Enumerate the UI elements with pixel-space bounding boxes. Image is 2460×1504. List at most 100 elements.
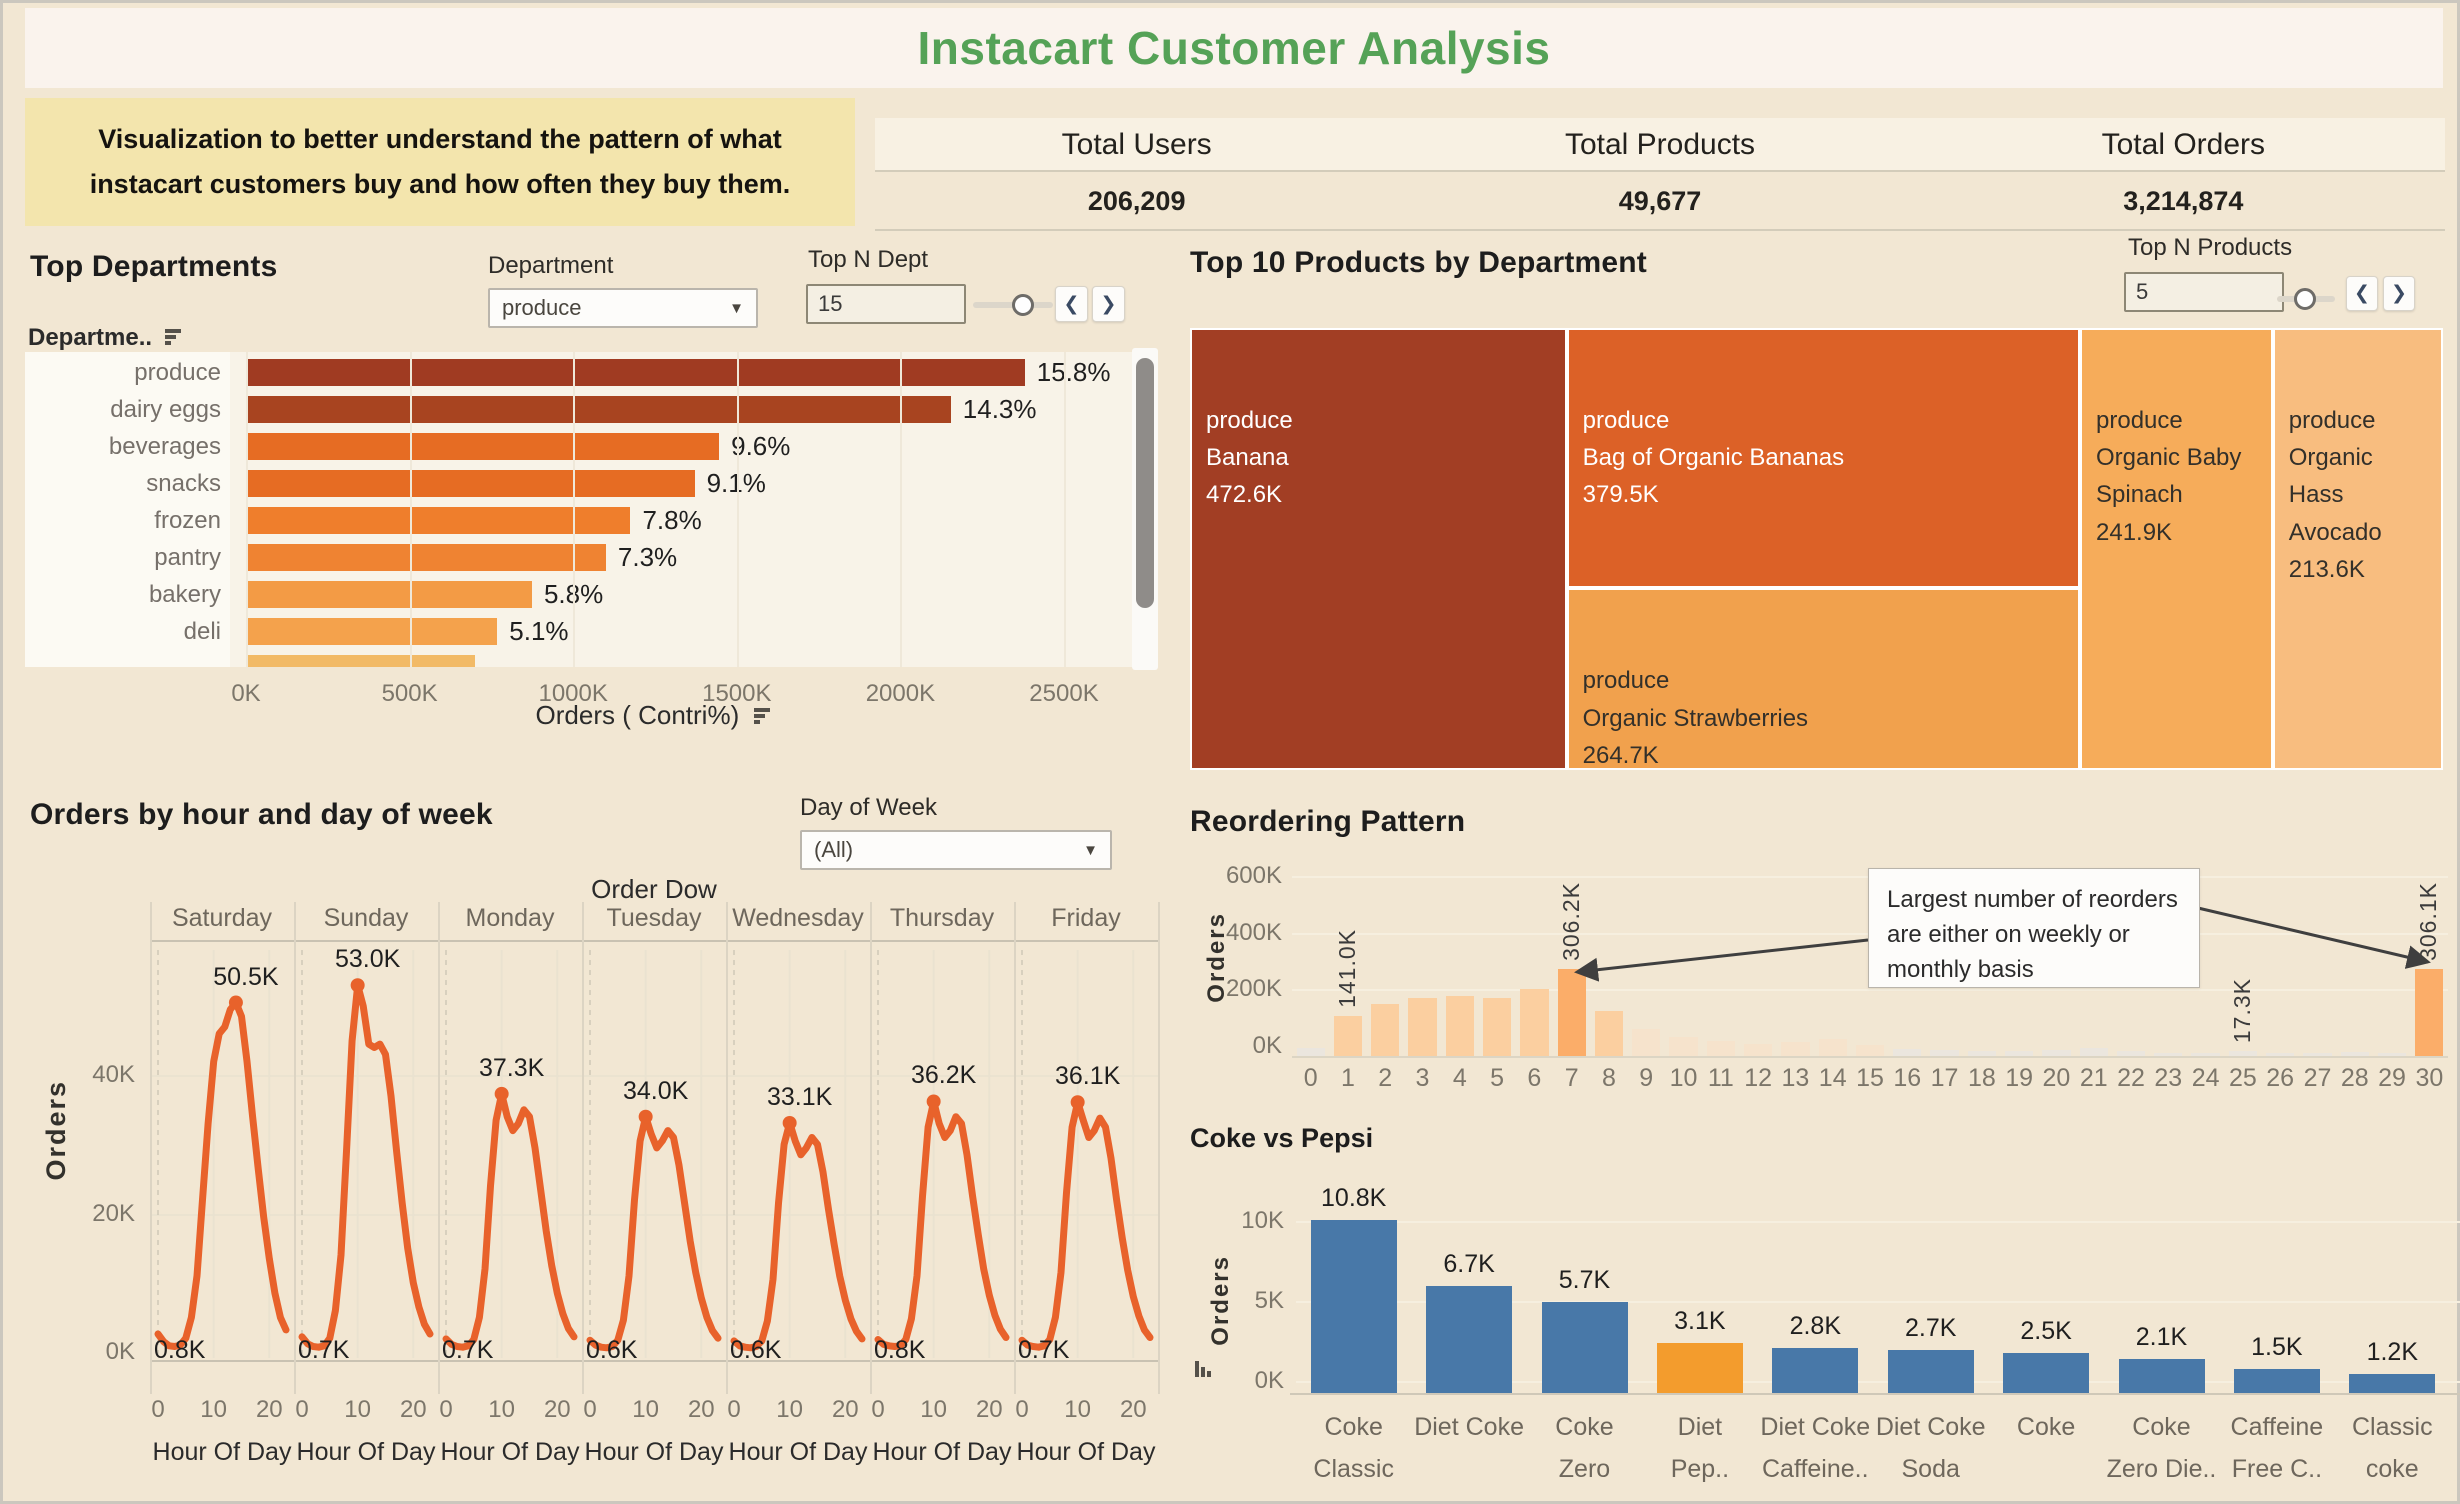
reorder-bar[interactable]	[1781, 1041, 1810, 1056]
reorder-bar[interactable]	[2266, 1053, 2295, 1056]
reorder-bar[interactable]	[1408, 997, 1437, 1056]
topn-products-decrement-button[interactable]: ❮	[2346, 276, 2378, 311]
reorder-bar[interactable]	[1557, 969, 1586, 1056]
dept-scrollbar-thumb[interactable]	[1136, 358, 1154, 608]
reorder-bar[interactable]	[1296, 1047, 1325, 1056]
dept-bar[interactable]	[246, 359, 1025, 386]
hour-line[interactable]	[1018, 1098, 1154, 1351]
hour-line[interactable]	[874, 1098, 1010, 1350]
hour-line[interactable]	[730, 1119, 866, 1352]
reorder-bar[interactable]	[2042, 1049, 2071, 1056]
reorder-bar[interactable]	[2154, 1053, 2183, 1056]
reorder-bar[interactable]	[2005, 1051, 2034, 1056]
coke-bar[interactable]	[2118, 1359, 2205, 1393]
peak-value-label: 36.1K	[1054, 1062, 1121, 1091]
reorder-bar[interactable]	[1967, 1051, 1996, 1056]
reorder-bar[interactable]	[1930, 1049, 1959, 1056]
topn-dept-slider-handle[interactable]	[1012, 294, 1034, 316]
peak-marker[interactable]	[926, 1094, 941, 1109]
topn-dept-increment-button[interactable]: ❯	[1092, 286, 1125, 322]
hour-line[interactable]	[586, 1113, 722, 1352]
treemap-block[interactable]: produce Banana 472.6K	[1190, 328, 1567, 770]
dept-bar-clipped[interactable]	[246, 655, 476, 667]
department-dropdown[interactable]: produce ▼	[488, 288, 758, 328]
sort-bars-icon[interactable]	[1193, 1357, 1215, 1379]
coke-bar[interactable]	[1426, 1285, 1513, 1393]
reorder-bar[interactable]	[2079, 1048, 2108, 1056]
coke-bar[interactable]	[1656, 1343, 1743, 1393]
coke-bar[interactable]	[2349, 1373, 2436, 1393]
dept-bar[interactable]	[246, 433, 720, 460]
peak-marker[interactable]	[1070, 1095, 1085, 1110]
hour-of-day-label: Hour Of Day	[296, 1438, 436, 1466]
reorder-bar[interactable]	[1333, 1016, 1363, 1056]
reorder-bar[interactable]	[1669, 1036, 1698, 1056]
topn-dept-input[interactable]	[806, 284, 966, 324]
dept-bar[interactable]	[246, 507, 631, 534]
panel-separator	[438, 902, 440, 1394]
peak-marker[interactable]	[350, 978, 365, 993]
reorder-bar[interactable]	[1594, 1010, 1624, 1056]
coke-bar[interactable]	[1310, 1220, 1397, 1393]
x-tick-label: 10	[488, 1396, 515, 1423]
coke-bar[interactable]	[1887, 1349, 1974, 1393]
reorder-bar[interactable]	[1855, 1045, 1885, 1056]
reorder-bar[interactable]	[2116, 1051, 2146, 1056]
hour-line[interactable]	[154, 999, 290, 1350]
reorder-bar[interactable]	[1706, 1041, 1735, 1056]
hour-of-day-label: Hour Of Day	[872, 1438, 1012, 1466]
peak-marker[interactable]	[638, 1109, 653, 1124]
reorder-bar[interactable]	[1482, 997, 1512, 1056]
dept-bar[interactable]	[246, 581, 532, 608]
coke-category-line1: Caffeine	[2230, 1413, 2324, 1441]
peak-marker[interactable]	[494, 1086, 509, 1101]
reorder-bar[interactable]	[2340, 1051, 2369, 1056]
gridline	[246, 352, 248, 667]
sort-icon[interactable]	[164, 327, 185, 345]
reorder-bar[interactable]	[2303, 1053, 2332, 1056]
hour-line[interactable]	[442, 1090, 578, 1351]
coke-category-line1: Coke	[2016, 1413, 2076, 1441]
orders-by-hour-panel: Orders by hour and day of week Day of We…	[25, 790, 1165, 1494]
coke-category-line1: Diet Coke	[1875, 1413, 1986, 1441]
coke-bar[interactable]	[1541, 1301, 1628, 1393]
sort-icon[interactable]	[754, 706, 774, 724]
chevron-down-icon: ▼	[1083, 841, 1098, 859]
dept-bar[interactable]	[246, 396, 951, 423]
reorder-bar[interactable]	[1520, 989, 1549, 1056]
reorder-bar[interactable]	[1445, 995, 1474, 1056]
coke-category-line2: Zero	[1558, 1455, 1611, 1483]
coke-bar[interactable]	[1772, 1348, 1859, 1393]
topn-products-input[interactable]	[2124, 272, 2284, 312]
reorder-bar[interactable]	[1371, 1003, 1400, 1056]
hour-line[interactable]	[298, 981, 434, 1351]
peak-marker[interactable]	[228, 995, 243, 1010]
reorder-bar[interactable]	[1743, 1043, 1773, 1056]
peak-marker[interactable]	[782, 1115, 797, 1130]
coke-bar[interactable]	[2003, 1353, 2090, 1393]
panel-separator	[1158, 902, 1160, 1394]
day-of-week-dropdown[interactable]: (All) ▼	[800, 830, 1112, 870]
reorder-bar[interactable]	[1632, 1029, 1661, 1056]
treemap-block[interactable]: produce Organic Strawberries 264.7K	[1566, 588, 2080, 770]
reorder-bar[interactable]	[2377, 1053, 2407, 1056]
reorder-bar[interactable]	[2191, 1053, 2220, 1056]
x-tick-label: 10	[1064, 1396, 1091, 1423]
treemap-block[interactable]: produce Organic Baby Spinach 241.9K	[2080, 328, 2273, 770]
x-tick-label: 28	[2340, 1064, 2369, 1092]
topn-dept-decrement-button[interactable]: ❮	[1055, 286, 1088, 322]
min-value-label: 0.6K	[730, 1336, 782, 1364]
coke-bar[interactable]	[2233, 1369, 2320, 1393]
reorder-bar[interactable]	[2415, 969, 2444, 1056]
dept-bar[interactable]	[246, 544, 606, 571]
treemap-block[interactable]: produce Bag of Organic Bananas 379.5K	[1566, 328, 2080, 589]
dept-scrollbar-track[interactable]	[1132, 348, 1158, 670]
treemap-block[interactable]: produce Organic Hass Avocado 213.6K	[2272, 328, 2443, 770]
topn-products-increment-button[interactable]: ❯	[2383, 276, 2415, 311]
reorder-bar[interactable]	[1818, 1039, 1847, 1056]
reorder-bar[interactable]	[2228, 1051, 2258, 1056]
reorder-bar[interactable]	[1893, 1048, 1922, 1056]
topn-products-slider-handle[interactable]	[2294, 288, 2316, 310]
dept-bar[interactable]	[246, 618, 498, 645]
dept-bar[interactable]	[246, 470, 695, 497]
